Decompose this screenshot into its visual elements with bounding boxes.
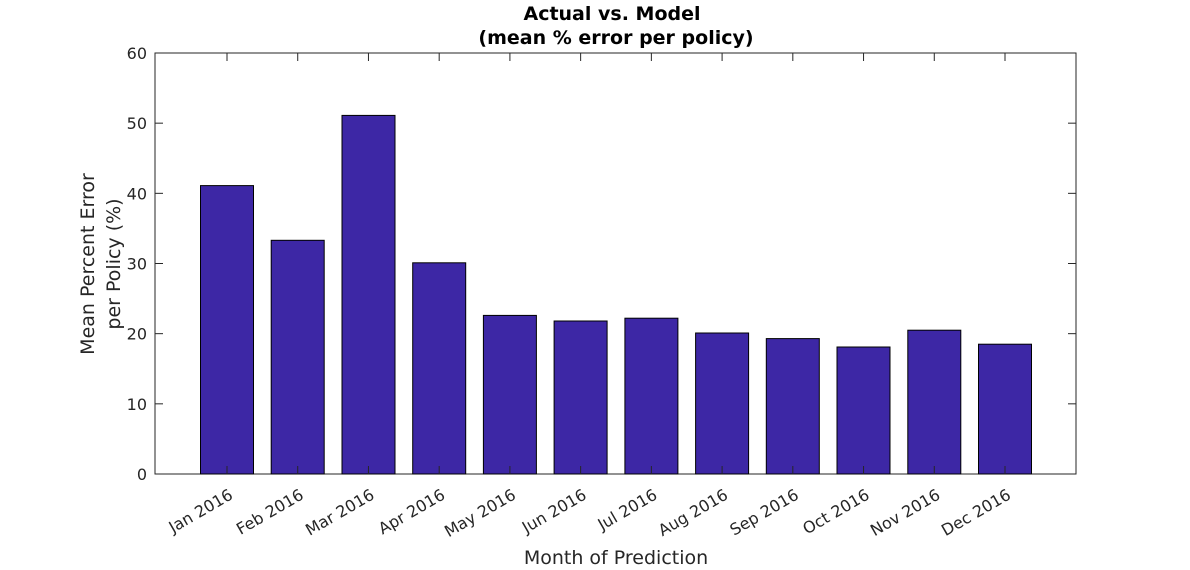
- bar-5: [482, 314, 537, 475]
- y-tick-label: 60: [127, 44, 147, 63]
- x-tick-label: May 2016: [441, 485, 519, 541]
- bar-10: [836, 346, 891, 475]
- y-axis-label-line1: Mean Percent Error: [77, 173, 99, 355]
- chart-subtitle: (mean % error per policy): [478, 27, 753, 49]
- x-tick-label: Apr 2016: [375, 485, 448, 538]
- x-tick-label: Jun 2016: [518, 485, 590, 537]
- x-tick-label: Jul 2016: [594, 485, 661, 535]
- x-tick-label: Nov 2016: [867, 485, 943, 540]
- y-tick-label: 30: [127, 255, 147, 274]
- x-tick-label: Sep 2016: [727, 485, 802, 539]
- x-tick-label: Jan 2016: [165, 485, 236, 537]
- bar-12: [978, 343, 1032, 475]
- x-axis-label: Month of Prediction: [524, 547, 708, 569]
- x-tick-label: Aug 2016: [655, 485, 731, 540]
- bar-6: [553, 320, 608, 475]
- y-tick-label: 40: [127, 184, 147, 203]
- bar-11: [907, 329, 962, 475]
- y-axis-label-line2: per Policy (%): [103, 198, 125, 329]
- y-tick-label: 20: [127, 325, 147, 344]
- x-tick-label: Dec 2016: [938, 485, 1014, 540]
- bar-3: [341, 114, 396, 475]
- bar-2: [270, 239, 325, 475]
- x-tick-label: Feb 2016: [233, 485, 307, 539]
- bar-9: [765, 338, 820, 475]
- x-tick-label: Mar 2016: [302, 485, 377, 539]
- bar-8: [695, 332, 750, 475]
- y-tick-label: 0: [137, 465, 147, 484]
- x-tick-label: Oct 2016: [799, 485, 872, 538]
- y-tick-label: 50: [127, 114, 147, 133]
- bar-7: [624, 317, 679, 475]
- bar-1: [200, 185, 254, 475]
- bar-4: [412, 262, 467, 475]
- chart-title: Actual vs. Model: [523, 3, 700, 25]
- y-tick-label: 10: [127, 395, 147, 414]
